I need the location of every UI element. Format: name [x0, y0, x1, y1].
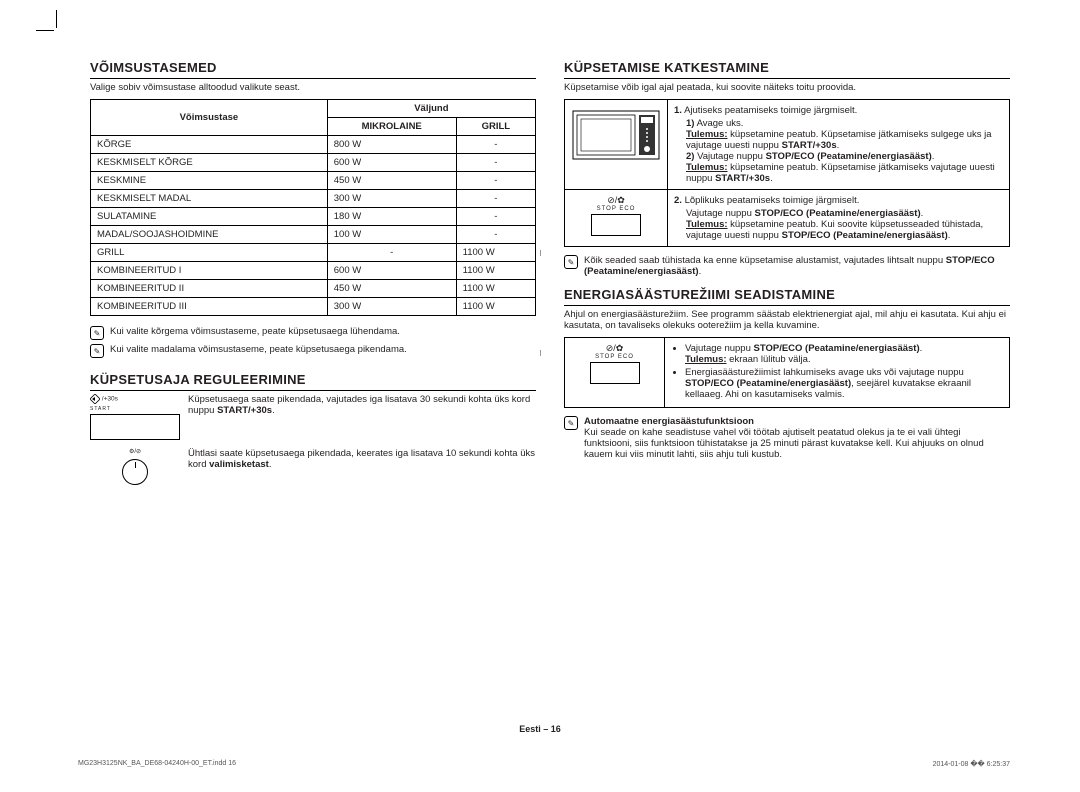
- table-row: KÕRGE800 W-: [91, 136, 536, 154]
- note-icon: ✎: [90, 344, 104, 358]
- eco-mode-intro: Ahjul on energiasäästurežiim. See progra…: [564, 309, 1010, 331]
- col-header-microwave: MIKROLAINE: [327, 118, 456, 136]
- note-text: Kui valite madalama võimsustaseme, peate…: [110, 344, 407, 355]
- microwave-illustration: [565, 100, 668, 190]
- power-levels-intro: Valige sobiv võimsustase alltoodud valik…: [90, 82, 536, 93]
- stop-cooking-intro: Küpsetamise võib igal ajal peatada, kui …: [564, 82, 1010, 93]
- table-row: KESKMISELT KÕRGE600 W-: [91, 154, 536, 172]
- stop-cooking-row-2: 2. Lõplikuks peatamiseks toimige järgmis…: [668, 190, 1010, 247]
- eco-mode-table: ⊘/✿ STOP ECO Vajutage nuppu STOP/ECO (Pe…: [564, 337, 1010, 408]
- auto-eco-note: ✎ Automaatne energiasäästufunktsioon Kui…: [564, 416, 1010, 460]
- eco-mode-title: ENERGIASÄÄSTUREŽIIMI SEADISTAMINE: [564, 287, 1010, 306]
- table-row: GRILL-1100 W: [91, 244, 536, 262]
- table-row: MADAL/SOOJASHOIDMINE100 W-: [91, 226, 536, 244]
- note-icon: ✎: [564, 416, 578, 430]
- stop-cooking-note: ✎ Kõik seaded saab tühistada ka enne küp…: [564, 255, 1010, 277]
- table-row: KESKMINE450 W-: [91, 172, 536, 190]
- power-levels-table: Võimsustase Väljund MIKROLAINE GRILL KÕR…: [90, 99, 536, 316]
- left-column: VÕIMSUSTASEMED Valige sobiv võimsustase …: [90, 60, 536, 680]
- cooktime-step-1-text: Küpsetusaega saate pikendada, vajutades …: [188, 394, 536, 440]
- col-header-grill: GRILL: [456, 118, 535, 136]
- eco-mode-bullets: Vajutage nuppu STOP/ECO (Peatamine/energ…: [665, 338, 1010, 408]
- note-text: Kui valite kõrgema võimsustaseme, peate …: [110, 326, 400, 337]
- stop-eco-illustration: ⊘/✿ STOP ECO: [565, 190, 668, 247]
- stop-cooking-table: 1. Ajutiseks peatamiseks toimige järgmis…: [564, 99, 1010, 247]
- note-2: ✎ Kui valite madalama võimsustaseme, pea…: [90, 344, 536, 358]
- cooktime-step-1: /+30s START Küpsetusaega saate pikendada…: [90, 394, 536, 440]
- note-1: ✎ Kui valite kõrgema võimsustaseme, peat…: [90, 326, 536, 340]
- power-levels-title: VÕIMSUSTASEMED: [90, 60, 536, 79]
- table-row: KESKMISELT MADAL300 W-: [91, 190, 536, 208]
- imprint-right: 2014-01-08 �� 6:25:37: [933, 760, 1010, 768]
- note-icon: ✎: [564, 255, 578, 269]
- cooktime-title: KÜPSETUSAJA REGULEERIMINE: [90, 372, 536, 391]
- table-row: SULATAMINE180 W-: [91, 208, 536, 226]
- table-row: KOMBINEERITUD II450 W1100 W: [91, 280, 536, 298]
- table-row: KOMBINEERITUD I600 W1100 W: [91, 262, 536, 280]
- stop-cooking-row-1: 1. Ajutiseks peatamiseks toimige järgmis…: [668, 100, 1010, 190]
- right-column: KÜPSETAMISE KATKESTAMINE Küpsetamise või…: [564, 60, 1010, 680]
- start-30s-illustration: /+30s START: [90, 394, 180, 440]
- col-header-level: Võimsustase: [91, 100, 328, 136]
- imprint-left: MG23H3125NK_BA_DE68-04240H-00_ET.indd 16: [78, 760, 236, 768]
- cooktime-step-2-text: Ühtlasi saate küpsetusaega pikendada, ke…: [188, 448, 536, 487]
- stop-eco-illustration: ⊘/✿ STOP ECO: [565, 338, 665, 408]
- page-footer: Eesti – 16: [0, 724, 1080, 734]
- col-header-output: Väljund: [327, 100, 535, 118]
- imprint: MG23H3125NK_BA_DE68-04240H-00_ET.indd 16…: [78, 760, 1010, 768]
- note-icon: ✎: [90, 326, 104, 340]
- dial-illustration: ⚙/⊘: [90, 448, 180, 487]
- stop-cooking-title: KÜPSETAMISE KATKESTAMINE: [564, 60, 1010, 79]
- cooktime-step-2: ⚙/⊘ Ühtlasi saate küpsetusaega pikendada…: [90, 448, 536, 487]
- table-row: KOMBINEERITUD III300 W1100 W: [91, 298, 536, 316]
